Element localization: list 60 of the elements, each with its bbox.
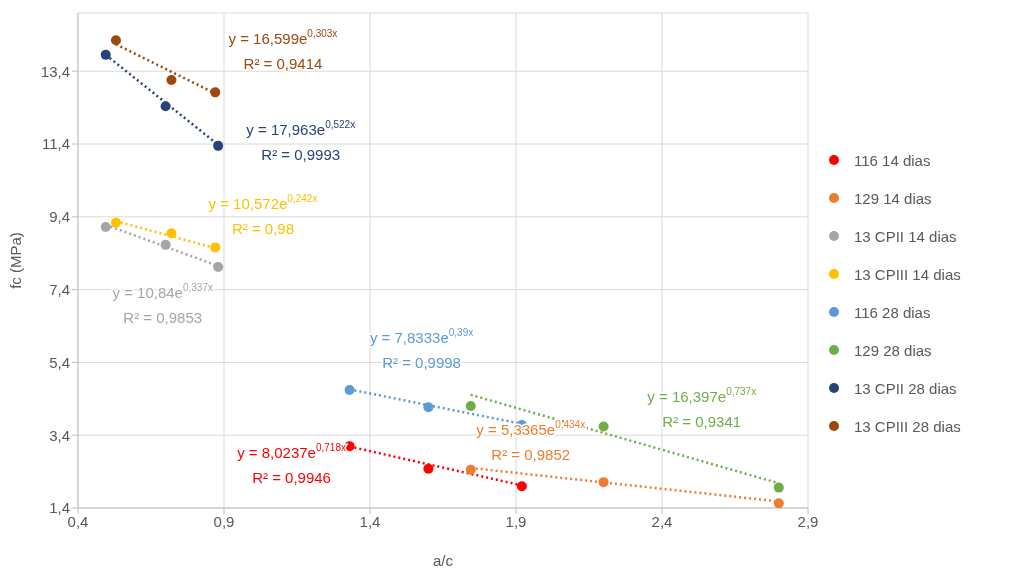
- y-tick-label: 11,4: [41, 135, 70, 153]
- point: [110, 217, 121, 228]
- point: [423, 402, 434, 413]
- legend-label: 13 CPII 14 dias: [854, 227, 957, 245]
- point: [160, 101, 171, 112]
- point: [166, 74, 177, 85]
- annotation: R² = 0,9853: [123, 308, 203, 326]
- annotation: y = 16,397e$^{0,737x}$: [647, 385, 757, 405]
- annotation: R² = 0,9414: [243, 55, 323, 73]
- point: [465, 464, 476, 475]
- point: [213, 262, 224, 273]
- x-tick-label: 0,4: [67, 512, 89, 530]
- y-axis-title: fc (MPa): [7, 232, 25, 289]
- point: [210, 242, 221, 253]
- point: [210, 87, 221, 98]
- y-tick-label: 7,4: [49, 280, 70, 298]
- point: [166, 228, 177, 239]
- annotation: y = 7,8333e$^{0,39x}$: [369, 327, 474, 347]
- point: [516, 481, 527, 492]
- legend-label: 116 28 dias: [854, 303, 931, 321]
- point: [213, 140, 224, 151]
- annotation: R² = 0,9993: [261, 145, 341, 163]
- point: [110, 35, 121, 46]
- point: [598, 477, 609, 488]
- y-tick-label: 1,4: [49, 499, 70, 517]
- point: [100, 222, 111, 233]
- x-tick-label: 2,4: [651, 512, 673, 530]
- legend-label: 116 14 dias: [854, 151, 931, 169]
- annotation: R² = 0,98: [231, 220, 295, 238]
- point: [465, 401, 476, 412]
- y-tick-label: 13,4: [40, 62, 70, 80]
- legend-label: 13 CPIII 28 dias: [854, 417, 961, 435]
- point: [100, 49, 111, 60]
- point: [598, 421, 609, 432]
- legend-label: 13 CPII 28 dias: [854, 379, 957, 397]
- annotation: y = 16,599e$^{0,303x}$: [228, 28, 338, 48]
- legend-label: 13 CPIII 14 dias: [854, 265, 961, 283]
- annotation: R² = 0,9998: [382, 354, 461, 372]
- x-tick-label: 0,9: [213, 512, 235, 530]
- legend-label: 129 28 dias: [854, 341, 932, 359]
- legend-label: 129 14 dias: [854, 189, 932, 207]
- annotation: R² = 0,9341: [662, 412, 742, 430]
- y-tick-label: 3,4: [49, 426, 70, 444]
- point: [423, 463, 434, 474]
- x-tick-label: 2,9: [797, 512, 819, 530]
- x-tick-label: 1,4: [359, 512, 381, 530]
- y-tick-label: 5,4: [49, 353, 70, 371]
- annotation: y = 10,84e$^{0,337x}$: [112, 281, 213, 301]
- point: [344, 385, 355, 396]
- point: [160, 239, 171, 250]
- x-axis-title: a/c: [432, 552, 454, 569]
- point: [773, 498, 784, 508]
- point: [773, 482, 784, 493]
- x-tick-label: 1,9: [505, 512, 527, 530]
- annotation: y = 10,572e$^{0,242x}$: [208, 193, 318, 213]
- y-tick-label: 9,4: [49, 208, 70, 226]
- annotation: y = 8,0237e$^{0,718x}$: [237, 442, 346, 462]
- annotation: y = 17,963e$^{0,522x}$: [246, 119, 356, 138]
- annotation: R² = 0,9852: [491, 445, 571, 463]
- annotation: R² = 0,9946: [252, 469, 331, 487]
